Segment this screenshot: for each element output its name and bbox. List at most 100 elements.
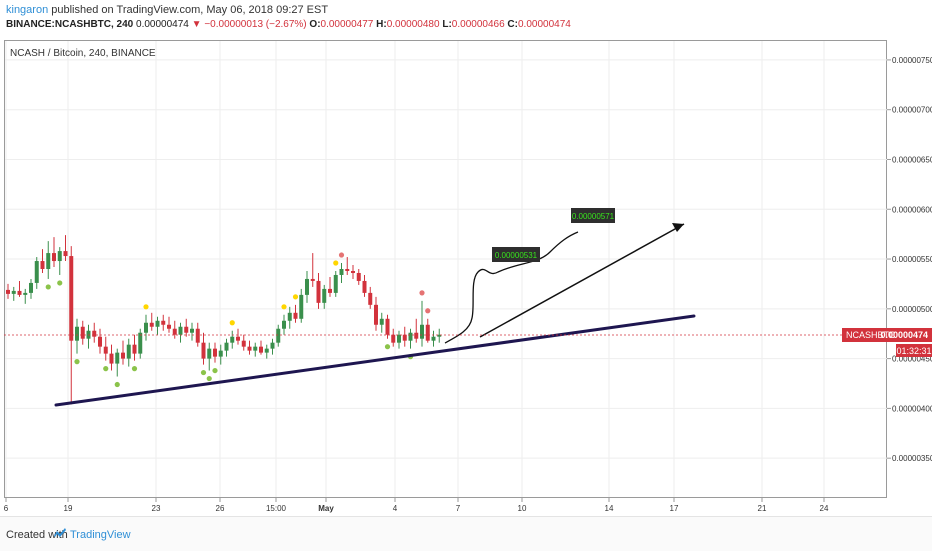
candle-body-down: [328, 288, 332, 293]
open-label: O:: [309, 19, 321, 30]
candle-body-up: [333, 274, 338, 293]
annotation-label-2: 0.00000571: [572, 212, 615, 221]
close-value: 0.00000474: [517, 19, 571, 30]
candle-body-down: [103, 346, 108, 354]
candle-body-down: [132, 344, 137, 354]
signal-marker-yellow: [143, 304, 149, 310]
grid-lines: [5, 41, 887, 497]
countdown-tag: [896, 344, 932, 357]
tradingview-logo-icon: [54, 528, 66, 537]
candle-body-up: [155, 320, 160, 327]
chart-header: kingaron published on TradingView.com, M…: [0, 0, 932, 34]
time-tick-label: 24: [820, 504, 829, 513]
candle-body-down: [80, 326, 85, 339]
time-tick-label: 19: [64, 504, 73, 513]
price-tick-label: 0.00000750: [892, 56, 932, 65]
price-tick-label: 0.00000400: [892, 404, 932, 413]
candle-body-down: [247, 346, 252, 351]
signal-marker-green: [45, 284, 51, 290]
candle-body-up: [282, 320, 286, 329]
candle-body-down: [356, 272, 361, 281]
candle-body-up: [305, 278, 309, 295]
candle-body-up: [276, 328, 281, 343]
price-tick-label: 0.00000500: [892, 305, 932, 314]
candle-body-up: [339, 269, 344, 275]
candle-body-down: [167, 324, 171, 329]
candle-body-up: [264, 348, 269, 353]
candle-body-up: [420, 324, 424, 339]
projection-curve[interactable]: [444, 231, 579, 344]
price-tick-label: 0.00000600: [892, 205, 932, 214]
candle-body-down: [98, 336, 102, 347]
candle-body-up: [75, 326, 79, 341]
footer: Created with TradingView: [0, 516, 932, 551]
price-tick-label: 0.00000650: [892, 155, 932, 164]
candle-body-down: [345, 269, 350, 271]
candle-body-down: [17, 290, 22, 295]
low-label: L:: [442, 19, 452, 30]
candle-body-up: [23, 292, 28, 295]
time-tick-label: 17: [670, 504, 679, 513]
annotation-label-1: 0.00000531: [495, 251, 538, 260]
chart-svg[interactable]: NCASH / Bitcoin, 240, BINANCE 0.00000531…: [0, 0, 932, 516]
candle-body-down: [385, 318, 390, 335]
candle-body-up: [224, 342, 229, 351]
candle-body-up: [126, 344, 131, 359]
candle-body-up: [270, 342, 275, 349]
annotation-box-1[interactable]: [492, 247, 540, 262]
candle-body-down: [293, 312, 298, 319]
drawings-layer: 0.00000531 0.00000571: [54, 208, 696, 407]
candle-body-down: [310, 278, 315, 281]
candle-body-up: [397, 334, 401, 343]
time-tick-label: 4: [393, 504, 398, 513]
forecast-arrow-line[interactable]: [479, 223, 685, 338]
price-tick-label: 0.00000700: [892, 106, 932, 115]
ohlc-line: BINANCE:NCASHBTC, 240 0.00000474 ▼ −0.00…: [6, 19, 571, 30]
candle-body-up: [57, 251, 62, 262]
candle-body-up: [29, 282, 33, 293]
forecast-arrowhead-icon: [672, 223, 684, 232]
annotation-box-2[interactable]: [571, 208, 615, 223]
candle-body-up: [253, 346, 258, 351]
publish-info: kingaron published on TradingView.com, M…: [6, 4, 328, 16]
candle-body-up: [115, 352, 120, 364]
candle-body-up: [178, 326, 183, 335]
time-tick-label: May: [318, 504, 334, 513]
price-axis[interactable]: 0.00000750 0.00000700 0.00000650 0.00000600…: [887, 56, 932, 463]
high-label: H:: [376, 19, 387, 30]
signal-marker-green: [131, 366, 138, 372]
chart-pane[interactable]: [4, 40, 887, 498]
time-axis[interactable]: 6 19 23 26 15:00 May 4 7 10 14 17 21 24: [4, 498, 829, 513]
candle-body-up: [207, 348, 212, 359]
candle-body-down: [69, 256, 74, 341]
price-tick-label: 0.00000350: [892, 454, 932, 463]
price-change: ▼ −0.00000013 (−2.67%): [191, 19, 307, 30]
candle-body-down: [351, 270, 355, 273]
low-value: 0.00000466: [451, 19, 505, 30]
signal-marker-yellow: [292, 294, 299, 300]
time-tick-label: 10: [518, 504, 527, 513]
tradingview-brand-link[interactable]: TradingView: [70, 529, 131, 541]
signal-marker-yellow: [281, 304, 287, 310]
price-tick-label: 0.00000550: [892, 255, 932, 264]
candle-body-up: [379, 318, 384, 325]
candle-body-up: [299, 294, 304, 319]
candle-body-up: [46, 253, 51, 269]
close-label: C:: [507, 19, 518, 30]
author-link[interactable]: kingaron: [6, 4, 49, 16]
signal-marker-red: [419, 290, 425, 296]
high-value: 0.00000480: [386, 19, 440, 30]
candle-body-down: [149, 322, 154, 327]
candle-body-down: [201, 342, 206, 359]
time-tick-label: 26: [216, 504, 225, 513]
time-tick-label: 15:00: [266, 504, 287, 513]
time-tick-label: 6: [4, 504, 9, 513]
candle-body-down: [236, 336, 240, 341]
signal-marker-yellow: [229, 320, 235, 326]
candle-body-up: [144, 322, 148, 333]
candle-body-down: [40, 261, 45, 269]
signal-marker-green: [212, 367, 218, 374]
signal-marker-red: [338, 252, 345, 258]
ascending-trendline[interactable]: [54, 314, 696, 407]
symbol-label: BINANCE:NCASHBTC, 240: [6, 19, 134, 30]
